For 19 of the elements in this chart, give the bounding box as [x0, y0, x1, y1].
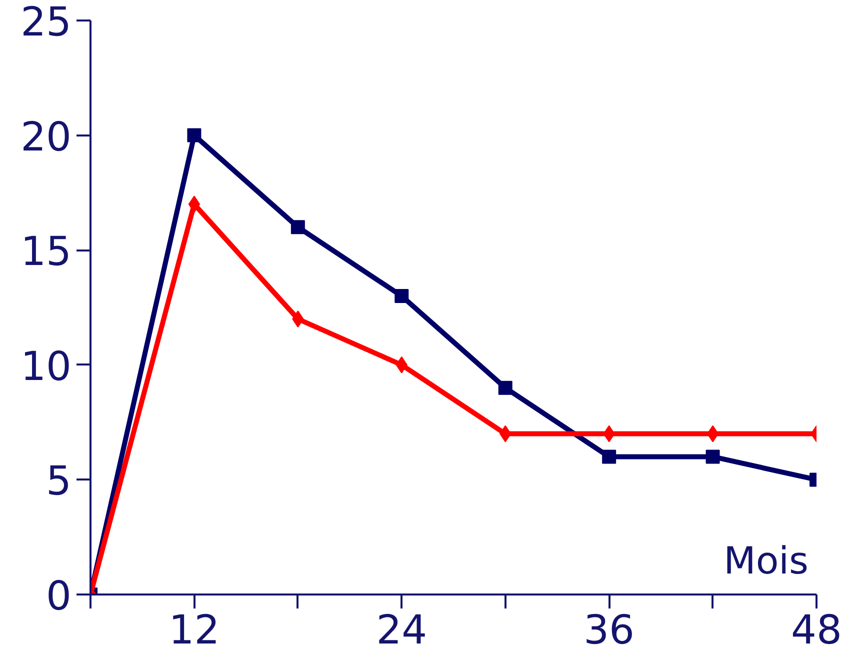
- point: [706, 425, 719, 442]
- point: [602, 450, 616, 464]
- x-tick-label: 36: [584, 608, 635, 654]
- x-tick-label: 48: [791, 608, 842, 654]
- x-axis-title: Mois: [724, 538, 809, 582]
- y-tick-label: 10: [20, 344, 72, 390]
- y-tick-label: 15: [20, 229, 72, 276]
- point: [498, 380, 512, 395]
- x-tick-label: 24: [376, 608, 428, 654]
- y-tick-label: 20: [20, 114, 72, 160]
- y-tick-label: 25: [20, 0, 72, 46]
- point: [187, 128, 202, 142]
- point: [394, 289, 409, 304]
- point: [706, 450, 720, 464]
- x-tick-label: 12: [168, 608, 220, 654]
- point: [188, 196, 200, 213]
- point: [290, 220, 305, 234]
- y-tick-label: 5: [46, 458, 72, 505]
- y-tick-label: 0: [46, 574, 72, 620]
